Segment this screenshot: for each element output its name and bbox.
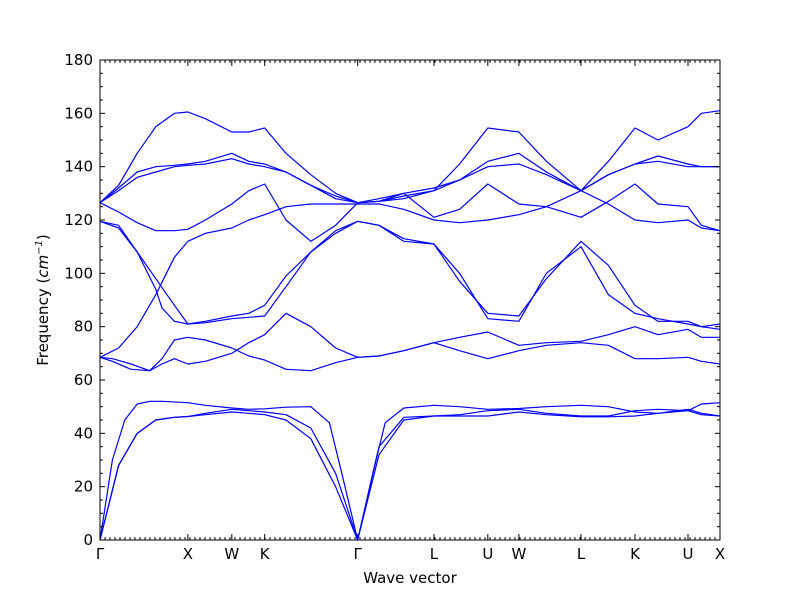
- y-tick-label: 160: [64, 104, 93, 122]
- y-tick-label: 120: [64, 211, 93, 229]
- y-tick-label: 60: [74, 371, 93, 389]
- y-axis-label-prefix: Frequency (: [34, 278, 52, 366]
- y-tick-label: 80: [74, 318, 93, 336]
- y-tick-label: 40: [74, 424, 93, 442]
- band-line-8: [99, 220, 721, 328]
- x-tick-label: K: [630, 545, 641, 563]
- band-line-2: [99, 408, 721, 541]
- y-axis-ticks: 0 20 40 60 80 100 120 140 160 180: [64, 51, 720, 549]
- band-line-3: [99, 400, 721, 541]
- x-tick-label: U: [482, 545, 493, 563]
- x-tick-label: W: [511, 545, 526, 563]
- band-line-4: [99, 336, 721, 372]
- x-tick-label: K: [260, 545, 271, 563]
- x-tick-label: W: [224, 545, 239, 563]
- band-lines: [99, 110, 721, 541]
- y-axis-label-exponent: −1: [34, 240, 45, 255]
- band-line-7: [99, 220, 721, 330]
- x-tick-label: X: [183, 545, 193, 563]
- x-tick-label: U: [683, 545, 694, 563]
- y-tick-label: 140: [64, 158, 93, 176]
- x-tick-label: L: [430, 545, 439, 563]
- band-line-5: [99, 312, 720, 372]
- y-axis-label: Frequency (cm−1): [34, 234, 52, 366]
- y-tick-label: 100: [64, 264, 93, 282]
- x-axis-label: Wave vector: [363, 569, 457, 587]
- y-tick-label: 0: [83, 531, 93, 549]
- band-line-9: [99, 158, 720, 204]
- band-line-1: [99, 408, 721, 541]
- x-tick-label: X: [715, 545, 725, 563]
- plot-frame: [99, 59, 721, 541]
- x-tick-label: Γ: [353, 545, 362, 563]
- x-tick-label: Γ: [96, 545, 105, 563]
- band-line-12: [99, 183, 721, 242]
- y-tick-label: 180: [64, 51, 93, 69]
- y-axis-label-unit: cm: [34, 255, 52, 278]
- x-tick-label: L: [577, 545, 586, 563]
- y-tick-label: 20: [74, 478, 93, 496]
- band-line-11: [99, 110, 721, 204]
- band-line-6: [99, 190, 721, 358]
- y-axis-label-suffix: ): [34, 234, 52, 240]
